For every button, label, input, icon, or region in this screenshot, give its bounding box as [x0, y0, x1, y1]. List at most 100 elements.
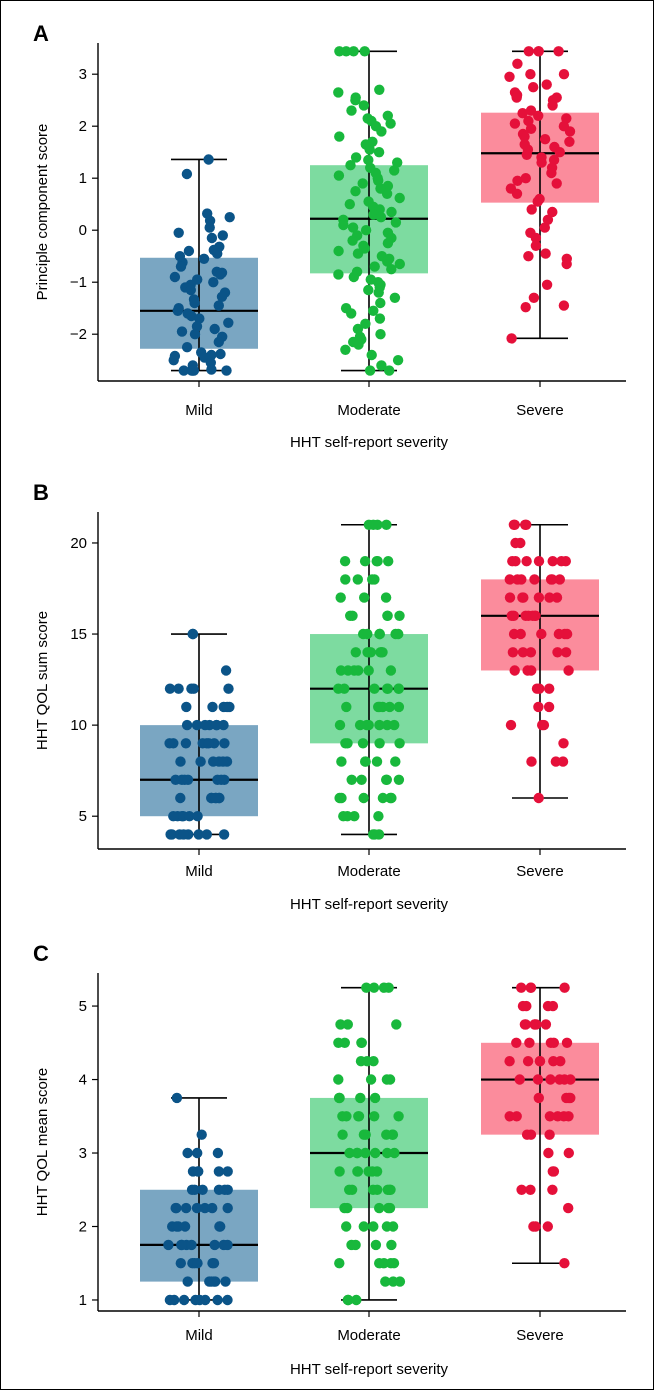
- data-point: [222, 1184, 233, 1196]
- data-point: [203, 738, 214, 749]
- data-point: [533, 592, 545, 603]
- data-point: [208, 277, 219, 288]
- data-point: [560, 647, 572, 658]
- data-point: [172, 305, 183, 316]
- data-point: [175, 1258, 186, 1269]
- data-point: [352, 1166, 363, 1177]
- data-point: [334, 1166, 345, 1177]
- data-point: [558, 69, 570, 80]
- data-point: [203, 154, 214, 165]
- data-point: [222, 1239, 233, 1251]
- data-point: [504, 574, 515, 585]
- x-tick-label-mild: Mild: [185, 863, 213, 880]
- data-point: [548, 154, 560, 166]
- data-point: [519, 1019, 531, 1030]
- data-point: [368, 1221, 379, 1232]
- data-point: [358, 1221, 369, 1232]
- data-point: [173, 1221, 184, 1232]
- data-point: [371, 556, 382, 567]
- x-tick-label-mild: Mild: [185, 1327, 213, 1344]
- data-point: [197, 1184, 208, 1196]
- data-point: [186, 310, 197, 322]
- data-point: [564, 136, 575, 147]
- data-point: [548, 1056, 559, 1067]
- data-point: [381, 1129, 392, 1140]
- data-point: [193, 1166, 204, 1177]
- data-point: [511, 1037, 522, 1049]
- data-point: [517, 108, 528, 119]
- data-point: [361, 719, 372, 731]
- data-point: [506, 610, 517, 621]
- data-point: [393, 683, 404, 694]
- data-point: [520, 173, 531, 184]
- data-point: [531, 683, 543, 694]
- data-point: [342, 665, 354, 676]
- data-point: [533, 792, 544, 804]
- data-point: [523, 251, 534, 262]
- data-point: [394, 738, 405, 749]
- data-point: [367, 1166, 378, 1177]
- data-point: [542, 1000, 554, 1012]
- data-point: [541, 279, 553, 290]
- data-point: [337, 1129, 348, 1140]
- data-point: [510, 537, 521, 549]
- x-axis-title: HHT self-report severity: [290, 1361, 449, 1378]
- data-point: [381, 188, 393, 199]
- data-point: [533, 110, 544, 122]
- y-tick-label: −2: [70, 326, 87, 343]
- data-point: [521, 1000, 532, 1012]
- data-point: [212, 248, 223, 259]
- data-point: [564, 126, 576, 137]
- data-point: [368, 519, 379, 530]
- data-point: [199, 1202, 211, 1214]
- data-point: [525, 105, 537, 116]
- data-point: [189, 329, 201, 340]
- data-point: [553, 46, 564, 57]
- data-point: [559, 1258, 570, 1269]
- data-point: [393, 1111, 404, 1122]
- data-point: [525, 982, 537, 993]
- data-point: [523, 115, 534, 127]
- y-tick-label: 1: [79, 170, 87, 187]
- data-point: [193, 829, 204, 840]
- data-point: [338, 811, 349, 822]
- data-point: [352, 323, 364, 335]
- data-point: [221, 365, 232, 376]
- data-point: [561, 628, 573, 640]
- data-point: [521, 149, 532, 160]
- data-point: [382, 110, 393, 122]
- data-point: [520, 519, 531, 530]
- data-point: [334, 792, 345, 804]
- data-point: [561, 113, 572, 124]
- data-point: [180, 738, 192, 749]
- data-point: [507, 556, 518, 567]
- data-point: [362, 628, 373, 640]
- data-point: [171, 1092, 183, 1104]
- data-point: [223, 317, 234, 328]
- data-point: [194, 1294, 205, 1306]
- data-point: [516, 1184, 527, 1196]
- data-point: [533, 46, 544, 57]
- data-point: [175, 756, 186, 767]
- y-tick-label: 5: [79, 998, 87, 1015]
- data-point: [547, 1184, 558, 1196]
- data-point: [353, 1111, 364, 1122]
- data-point: [344, 1147, 355, 1159]
- data-point: [188, 365, 200, 376]
- data-point: [385, 118, 396, 129]
- data-point: [533, 1092, 544, 1104]
- data-point: [207, 1202, 218, 1214]
- data-point: [359, 556, 371, 567]
- data-point: [360, 318, 371, 329]
- data-point: [347, 222, 359, 233]
- data-point: [339, 1202, 350, 1214]
- y-tick-label: 3: [79, 66, 87, 83]
- data-point: [164, 738, 175, 749]
- data-point: [181, 701, 192, 713]
- data-point: [516, 574, 527, 585]
- data-point: [542, 214, 554, 225]
- data-point: [553, 628, 565, 640]
- data-point: [385, 665, 397, 676]
- data-point: [350, 152, 362, 163]
